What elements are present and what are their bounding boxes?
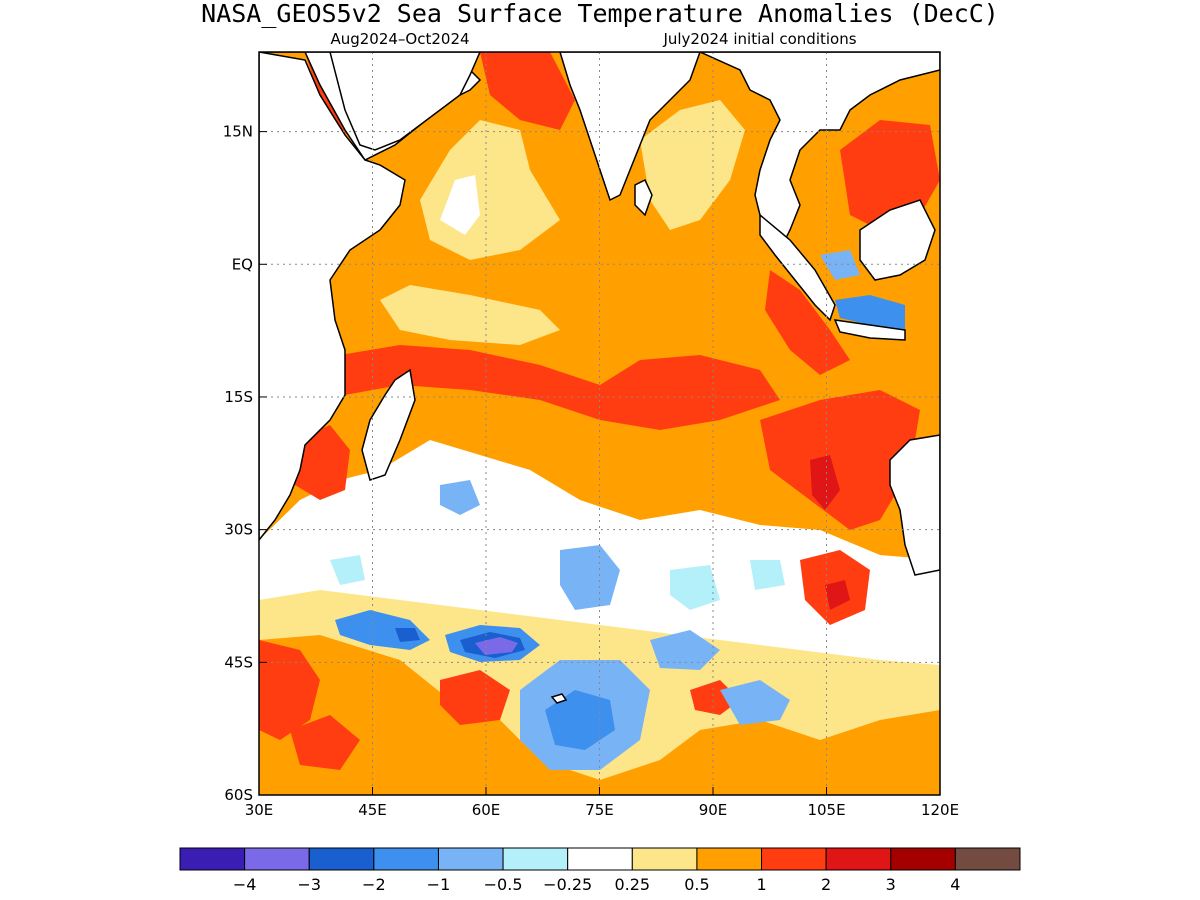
x-tick-label: 75E: [585, 801, 614, 819]
colorbar-label: 3: [886, 875, 896, 894]
red-southern-1: [440, 670, 510, 725]
colorbar-label: −0.5: [484, 875, 523, 894]
colorbar-swatch: [954, 847, 1021, 871]
figure-title: NASA_GEOS5v2 Sea Surface Temperature Ano…: [201, 0, 999, 28]
colorbar-swatch: [890, 847, 956, 871]
colorbar-swatch: [567, 847, 633, 871]
lightblue-southern-4: [440, 480, 480, 515]
y-tick-label: 15S: [224, 388, 253, 406]
colorbar-label: 2: [821, 875, 831, 894]
lightblue-indonesia: [820, 250, 860, 280]
yellow-patch-bengal: [640, 100, 745, 230]
lightblue-southern-1: [560, 545, 620, 610]
sumatra-land: [759, 213, 836, 322]
red-mozambique: [295, 425, 350, 500]
red-southern-4: [290, 715, 360, 770]
x-tick-label: 45E: [358, 801, 387, 819]
colorbar-swatch: [373, 847, 439, 871]
initial-conditions: July2024 initial conditions: [662, 30, 856, 48]
colorbar-label: −3: [297, 875, 321, 894]
cyan-southern-3: [750, 560, 785, 590]
colorbar-label: −1: [427, 875, 451, 894]
blue-indonesia: [835, 295, 905, 330]
colorbar: −4 −3 −2 −1 −0.5 −0.25 0.25 0.5 1 2 3 4: [179, 847, 1021, 894]
colorbar-label: 0.5: [684, 875, 709, 894]
red-arabian-coast: [480, 52, 575, 130]
x-axis-ticks: 30E 45E 60E 75E 90E 105E 120E: [245, 787, 959, 819]
colorbar-label: −4: [233, 875, 257, 894]
borneo-land: [859, 199, 936, 281]
srilanka-land: [634, 178, 653, 217]
colorbar-swatch: [308, 847, 375, 871]
colorbar-swatch: [696, 847, 763, 871]
yellow-patch-central: [380, 285, 560, 345]
colorbar-swatch: [437, 847, 504, 871]
madagascar-land: [361, 368, 416, 481]
cyan-southern-2: [330, 555, 365, 585]
orange-band-south: [259, 635, 940, 795]
darkblue-southern-west: [395, 628, 420, 642]
x-tick-label: 30E: [245, 801, 274, 819]
colorbar-swatch: [244, 847, 310, 871]
india-land: [559, 52, 701, 202]
map-area: [259, 52, 940, 795]
land-masses: [259, 52, 940, 704]
colorbar-swatch: [502, 847, 569, 871]
red-west-australia: [760, 390, 920, 530]
red-west-indian-band: [340, 345, 780, 430]
colorbar-swatch: [179, 847, 246, 871]
forecast-period: Aug2024–Oct2024: [330, 30, 469, 48]
colorbar-swatch: [631, 847, 698, 871]
y-tick-label: 15N: [223, 123, 253, 141]
x-tick-label: 90E: [699, 801, 728, 819]
y-tick-label: 45S: [224, 653, 253, 671]
white-patch-arabian: [440, 175, 480, 235]
grid-lines: [259, 52, 940, 795]
x-tick-label: 105E: [807, 801, 845, 819]
red-sumatra-coast: [765, 270, 850, 375]
darkred-southern-2: [825, 580, 850, 610]
colorbar-label: 0.25: [614, 875, 650, 894]
java-land: [833, 319, 906, 341]
cyan-southern-1: [670, 565, 720, 610]
red-southern-west: [259, 640, 320, 740]
y-axis-ticks: 15N EQ 15S 30S 45S 60S: [223, 123, 267, 804]
colorbar-swatch: [825, 847, 892, 871]
colorbar-label: −0.25: [543, 875, 592, 894]
lightblue-southern-2: [650, 630, 720, 670]
colorbar-label: 4: [950, 875, 960, 894]
colorbar-swatch: [761, 847, 827, 871]
southeast-asia-land: [699, 52, 940, 252]
x-tick-label: 120E: [921, 801, 959, 819]
y-tick-label: 60S: [224, 786, 253, 804]
y-tick-label: EQ: [232, 255, 253, 273]
lightblue-southern-3: [720, 680, 790, 725]
kerguelen-land: [550, 693, 568, 704]
australia-land: [889, 434, 940, 576]
darkred-west-australia: [810, 455, 840, 510]
arabia-land: [329, 52, 481, 151]
colorbar-label: 1: [756, 875, 766, 894]
y-tick-label: 30S: [224, 521, 253, 539]
cool-core-south: [545, 690, 615, 750]
colorbar-label: −2: [362, 875, 386, 894]
x-tick-label: 60E: [472, 801, 501, 819]
